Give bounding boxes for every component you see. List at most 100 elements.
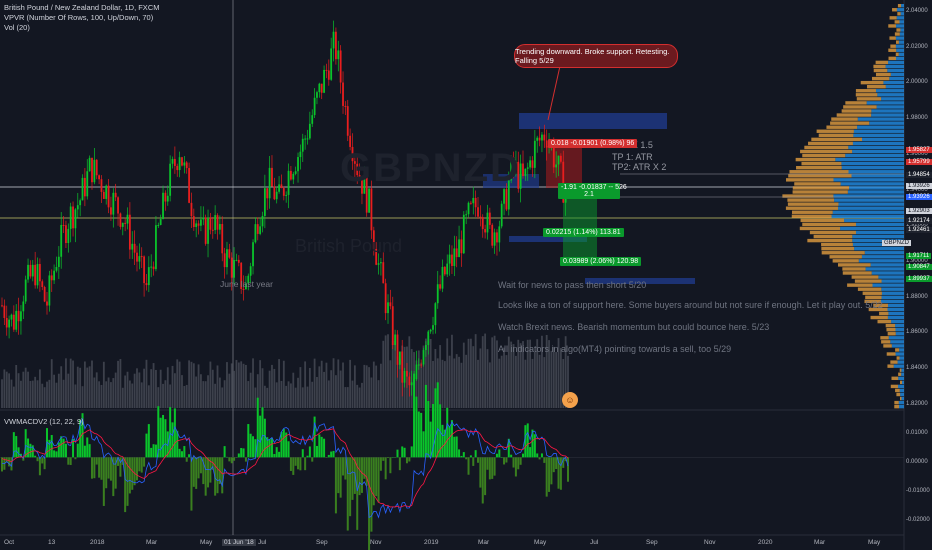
macd-histogram-bar — [342, 457, 345, 476]
candle-body — [543, 134, 546, 141]
vpvr-row-up — [888, 303, 904, 308]
candles — [1, 20, 569, 397]
macd-legend[interactable]: VWMACDV2 (12, 22, 9) — [4, 417, 84, 426]
volume-bar — [460, 362, 463, 408]
vpvr-row-up — [888, 60, 904, 65]
candle-body — [342, 82, 344, 106]
legend-symbol[interactable]: British Pound / New Zealand Dollar, 1D, … — [4, 3, 160, 12]
legend-vol[interactable]: Vol (20) — [4, 23, 30, 32]
vpvr-row-down — [796, 166, 842, 170]
vpvr-row-down — [842, 271, 872, 275]
red-tag-value: -0.01901 (0.98%) 96 — [570, 140, 635, 147]
volume-bar — [470, 338, 472, 408]
volume-bar — [439, 345, 442, 408]
green-measure-tag-3[interactable]: 0.03989 (2.06%) 120.98 — [560, 257, 642, 266]
macd-histogram-bar — [436, 382, 439, 458]
volume-bar — [503, 347, 505, 408]
volume-bar — [8, 373, 11, 408]
vpvr-row-down — [886, 328, 896, 332]
volume-bar — [391, 340, 394, 408]
macd-histogram-bar — [346, 457, 349, 531]
volume-bar — [377, 380, 380, 408]
callout-bubble[interactable]: Trending downward. Broke support. Retest… — [514, 44, 678, 68]
macd-histogram-bar — [488, 457, 491, 480]
red-measure-tag[interactable]: 0.018 -0.01901 (0.98%) 96 — [548, 139, 638, 148]
volume-bar — [240, 361, 243, 408]
time-tick-label: Nov — [370, 539, 382, 546]
macd-histogram-bar — [360, 457, 363, 493]
candle-body — [183, 162, 186, 166]
vpvr-row-up — [888, 311, 904, 316]
macd-histogram-bar — [306, 455, 309, 458]
macd-histogram-bar — [377, 457, 380, 503]
macd-histogram-bar — [12, 432, 15, 458]
volume-bar — [422, 345, 425, 408]
vpvr-row-down — [895, 52, 899, 56]
legend-vpvr[interactable]: VPVR (Number Of Rows, 100, Up/Down, 70) — [4, 13, 154, 22]
volume-bar — [48, 379, 51, 408]
price-tick-label: 2.00000 — [906, 79, 928, 86]
volume-bars — [1, 333, 569, 408]
vpvr-row-down — [794, 182, 841, 186]
time-tick-label: May — [868, 539, 881, 546]
candle-body — [323, 69, 325, 93]
macd-histogram-bar — [263, 418, 266, 458]
vpvr-row-down — [786, 178, 834, 182]
candle-body — [541, 134, 543, 141]
macd-histogram-bar — [90, 457, 93, 479]
vpvr-row-up — [899, 404, 904, 409]
macd-histogram-bar — [313, 416, 316, 458]
volume-bar — [72, 360, 74, 408]
candle-body — [330, 48, 333, 80]
macd-histogram-bar — [339, 457, 342, 498]
candle-body — [124, 222, 127, 224]
candle-body — [95, 159, 98, 176]
volume-bar — [337, 359, 340, 408]
price-marker-label: 1.89937 — [906, 276, 932, 282]
green-measure-tag-1[interactable]: -1.91 -0.01837 -- 526 2.1 — [558, 183, 627, 199]
candle-body — [138, 256, 141, 262]
vpvr-row-down — [789, 170, 849, 174]
vpvr-row-down — [826, 125, 858, 129]
macd-histogram-bar — [8, 457, 11, 467]
macd-histogram-bar — [479, 457, 482, 488]
vpvr-row-up — [870, 263, 904, 267]
vpvr-row-up — [864, 251, 904, 255]
vpvr-row-down — [879, 311, 889, 316]
volume-bar — [100, 384, 103, 408]
vpvr-row-down — [829, 255, 862, 259]
candle-body — [529, 160, 532, 168]
note-1: Wait for news to pass then short 5/20 — [498, 280, 647, 290]
macd-histogram-bar — [278, 451, 281, 458]
macd-histogram-bar — [413, 373, 416, 458]
candle-body — [451, 254, 453, 267]
vpvr-row-down — [877, 319, 892, 324]
candle-body — [145, 283, 148, 286]
candle-body — [29, 264, 32, 277]
vpvr-row-up — [898, 40, 904, 44]
candle-body — [538, 137, 541, 141]
vpvr-row-down — [868, 307, 888, 312]
vpvr-row-down — [860, 80, 884, 85]
idea-emoji-icon[interactable]: ☺ — [562, 392, 578, 408]
macd-histogram-bar — [211, 457, 214, 470]
candle-body — [15, 310, 18, 330]
green-measure-tag-2[interactable]: 0.02215 (1.14%) 113.81 — [543, 228, 624, 237]
vpvr-row-up — [895, 328, 904, 332]
vpvr-row-down — [800, 149, 853, 154]
volume-bar — [235, 359, 238, 408]
vpvr-row-up — [852, 149, 904, 154]
candle-body — [181, 157, 183, 166]
macd-histogram-bar — [150, 447, 153, 458]
vpvr-row-down — [889, 36, 896, 40]
candle-body — [60, 224, 63, 257]
volume-bar — [555, 352, 558, 408]
candle-body — [150, 266, 153, 268]
macd-histogram-bar — [41, 457, 44, 464]
candle-body — [384, 283, 387, 314]
macd-histogram-bar — [216, 457, 219, 494]
candle-body — [327, 70, 330, 80]
vpvr-row-down — [792, 186, 850, 190]
candle-body — [462, 214, 465, 254]
